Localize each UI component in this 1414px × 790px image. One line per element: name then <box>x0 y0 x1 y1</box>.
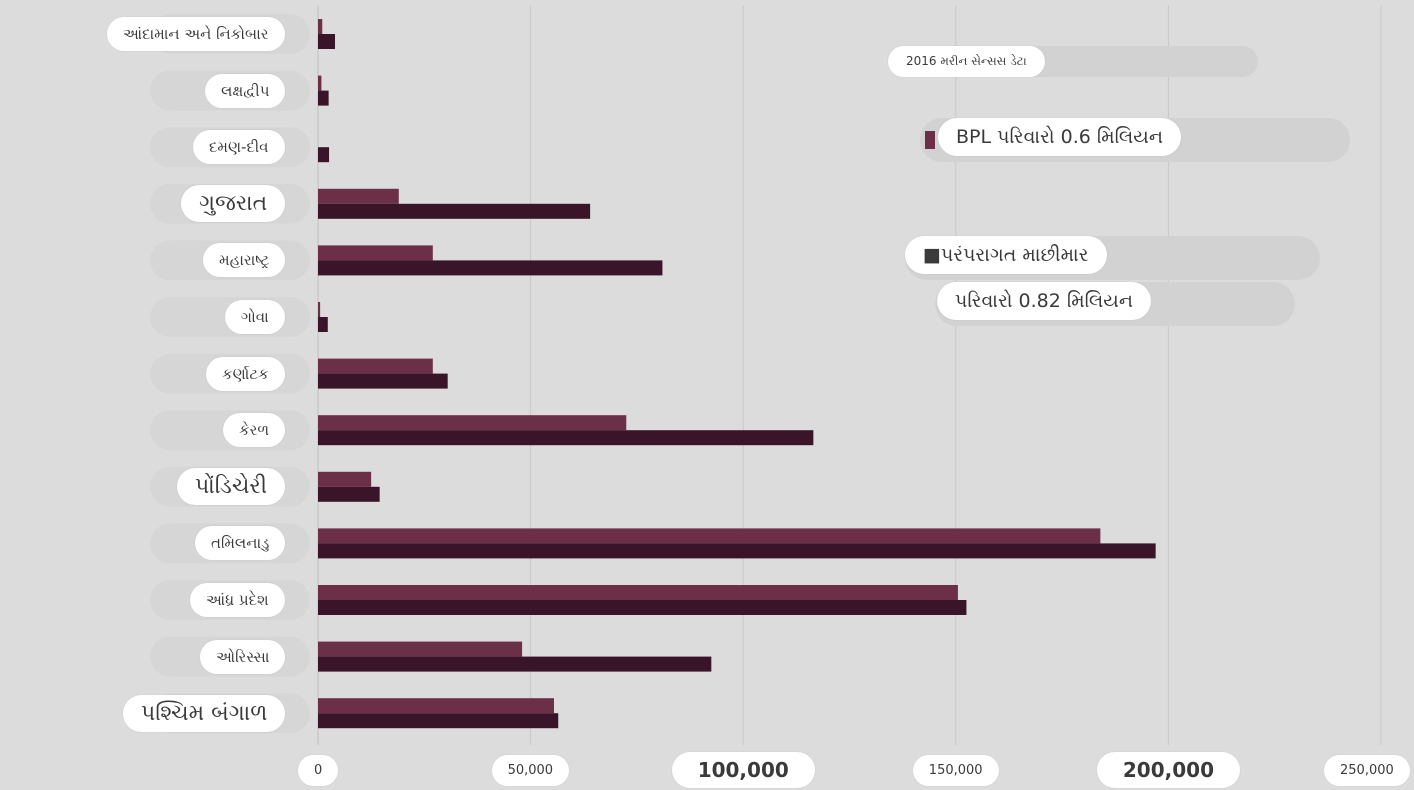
category-label: તમિલનાડુ <box>195 526 286 561</box>
bar-bpl <box>318 641 523 657</box>
bar-traditional <box>318 147 330 163</box>
bar-traditional <box>318 543 1156 559</box>
bar-bpl <box>318 358 433 374</box>
category-label: ઓરિસ્સા <box>200 639 286 674</box>
category-label: આંધ્ર પ્રદેશ <box>190 583 285 617</box>
category-label: કેરળ <box>223 413 286 448</box>
bar-bpl <box>318 585 958 600</box>
x-tick-label: 0 <box>298 754 339 786</box>
bar-traditional <box>318 34 336 49</box>
bar-bpl <box>318 698 554 714</box>
bar-bpl <box>318 245 433 261</box>
legend-label-traditional-line2: પરિવારો 0.82 મિલિયન <box>937 282 1151 320</box>
bar-traditional <box>318 656 712 672</box>
bar-bpl <box>318 19 323 34</box>
x-tick-label: 200,000 <box>1096 752 1240 788</box>
bar-traditional <box>318 260 663 276</box>
bar-bpl <box>318 188 399 204</box>
legend-swatch-bpl <box>925 131 935 149</box>
category-label: પોંડિચેરી <box>177 468 286 506</box>
bar-bpl <box>318 528 1101 544</box>
bar-bpl <box>318 415 627 431</box>
legend-item-bpl: BPL પરિવારો 0.6 મિલિયન <box>938 118 1182 156</box>
category-label: આંદામાન અને નિકોબાર <box>107 17 285 51</box>
category-label: લક્ષદ્વીપ <box>205 73 286 108</box>
bar-bpl <box>318 471 372 487</box>
legend-label-bpl: BPL પરિવારો 0.6 મિલિયન <box>956 126 1164 148</box>
bar-traditional <box>318 600 967 615</box>
bar-traditional <box>318 713 559 729</box>
category-label: ગોવા <box>225 300 285 334</box>
bar-bpl <box>318 302 321 317</box>
bar-traditional <box>318 203 591 219</box>
bar-traditional <box>318 430 814 446</box>
category-label: ગુજરાત <box>181 185 286 223</box>
bar-traditional <box>318 486 380 502</box>
category-label: મહારાષ્ટ્ર <box>203 243 286 278</box>
category-label: કર્ણાટક <box>206 356 285 391</box>
bar-traditional <box>318 373 448 389</box>
bar-traditional <box>318 90 329 106</box>
legend-label-traditional-line1: ■પરંપરાગત માછીમાર <box>905 236 1107 274</box>
x-tick-label: 100,000 <box>671 752 815 788</box>
x-tick-label: 50,000 <box>491 754 570 786</box>
category-label: દમણ-દીવ <box>193 130 285 165</box>
category-label: પશ્ચિમ બંગાળ <box>123 694 286 732</box>
chart-annotation: 2016 મરીન સેન્સસ ડેટા <box>888 46 1045 77</box>
x-tick-label: 150,000 <box>912 754 999 786</box>
x-tick-label: 250,000 <box>1324 754 1410 786</box>
bar-bpl <box>318 75 322 91</box>
bar-traditional <box>318 317 328 332</box>
